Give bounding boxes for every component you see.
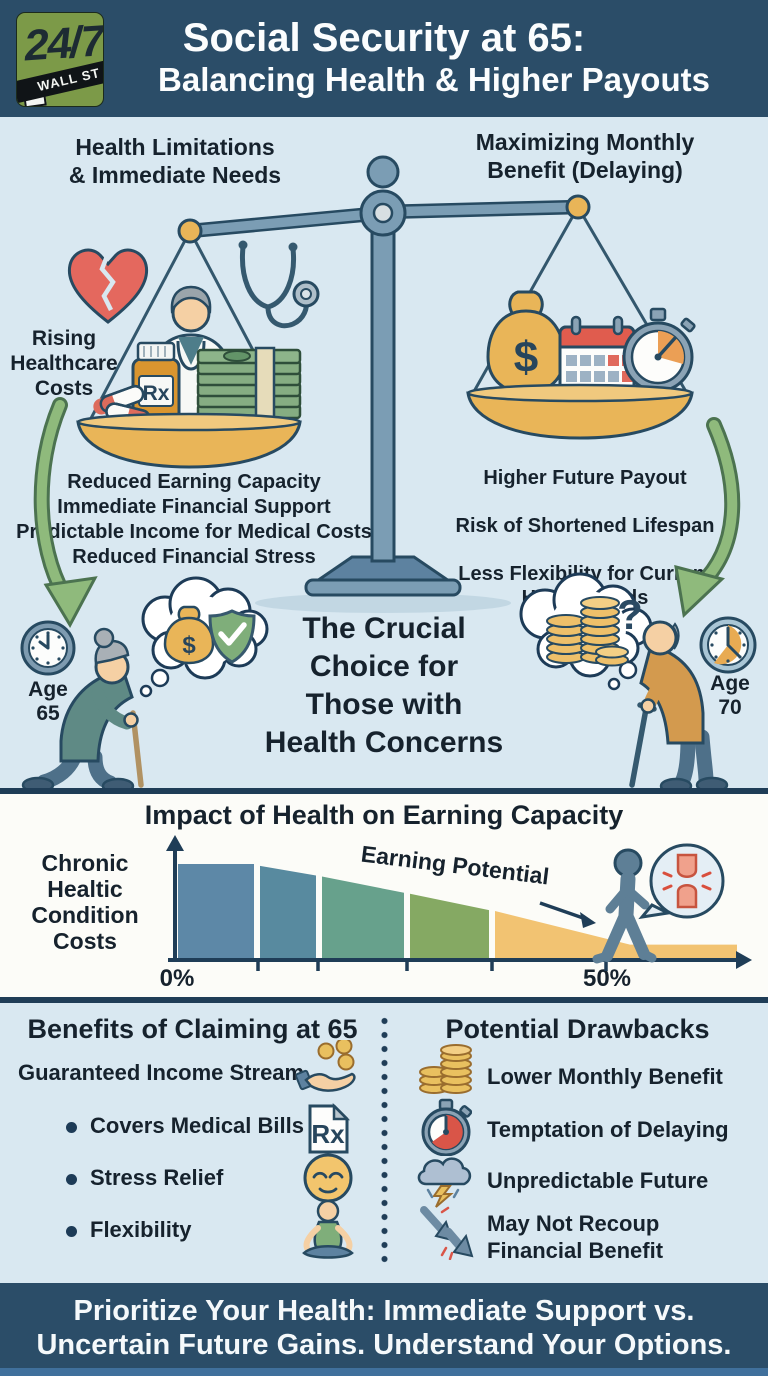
right-pan-rim bbox=[466, 383, 694, 403]
point: Reduced Earning Capacity bbox=[67, 471, 321, 493]
relieved-face-icon bbox=[303, 1153, 353, 1203]
svg-text:Rx: Rx bbox=[311, 1119, 345, 1149]
drawbacks-heading: Potential Drawbacks bbox=[445, 1014, 710, 1044]
walking-person-icon bbox=[592, 848, 657, 964]
scale-illustration: Rx bbox=[20, 155, 757, 793]
stopwatch-red-icon bbox=[421, 1098, 472, 1156]
storm-cloud-icon bbox=[417, 1157, 472, 1208]
money-bag-icon: $ bbox=[486, 290, 566, 395]
bullet-dot bbox=[66, 1174, 77, 1185]
elderly-man-figure bbox=[629, 620, 729, 793]
svg-text:Rx: Rx bbox=[143, 382, 170, 405]
down-arrow-right-icon bbox=[674, 417, 741, 619]
benefit-item-label: Guaranteed Income Stream bbox=[18, 1060, 305, 1085]
pill-bottle-icon: Rx bbox=[131, 341, 181, 423]
rising-healthcare-costs-label: Rising Healthcare Costs bbox=[10, 327, 118, 400]
drawback-item-label: May Not Recoup Financial Benefit bbox=[487, 1211, 664, 1263]
svg-text:$: $ bbox=[182, 632, 196, 659]
dotted-divider bbox=[381, 1016, 388, 1268]
drawback-item-label: Lower Monthly Benefit bbox=[487, 1064, 723, 1089]
right-beam bbox=[381, 199, 580, 220]
header: 24/7 WALL ST Social Security at 65: Bala… bbox=[0, 0, 768, 117]
left-pan-rim bbox=[76, 412, 302, 432]
left-pan bbox=[76, 420, 302, 469]
claim-early-points: Reduced Earning Capacity Immediate Finan… bbox=[8, 470, 380, 570]
joint-pain-bubble-icon bbox=[638, 843, 725, 920]
right-scale-heading: Maximizing Monthly Benefit (Delaying) bbox=[475, 129, 695, 183]
center-statement: The Crucial Choice for Those with Health… bbox=[264, 612, 504, 759]
broken-heart-icon bbox=[67, 248, 149, 324]
left-beam bbox=[188, 205, 385, 239]
bullet-dot bbox=[66, 1122, 77, 1133]
annotation-arrow bbox=[539, 901, 596, 928]
section-divider bbox=[0, 788, 768, 794]
right-pan bbox=[466, 391, 694, 440]
clock-age-70-icon bbox=[699, 616, 757, 674]
chart-area-segments bbox=[178, 864, 737, 971]
benefit-item-label: Covers Medical Bills bbox=[90, 1113, 304, 1138]
footer-message: Prioritize Your Health: Immediate Suppor… bbox=[36, 1295, 732, 1361]
point: Predictable Income for Medical Costs bbox=[16, 521, 372, 543]
point: Risk of Shortened Lifespan bbox=[455, 515, 715, 537]
coin-stack-icon bbox=[419, 1044, 472, 1094]
declining-arrows-icon bbox=[420, 1206, 474, 1260]
coins-in-hand-icon bbox=[296, 1040, 356, 1092]
earning-capacity-chart bbox=[166, 835, 752, 971]
age-70-label: Age 70 bbox=[710, 672, 750, 719]
point: Higher Future Payout bbox=[483, 467, 687, 489]
svg-text:$: $ bbox=[514, 333, 538, 382]
thought-bubble-claim: $ bbox=[139, 576, 269, 698]
shield-check-icon bbox=[208, 609, 256, 664]
chart-title: Impact of Health on Earning Capacity bbox=[144, 800, 624, 830]
bottom-strip bbox=[0, 1368, 768, 1376]
balance-scale bbox=[86, 155, 690, 613]
chart-ylabel: Chronic Healtic Condition Costs bbox=[31, 850, 139, 954]
x-tick-0: 0% bbox=[159, 965, 195, 992]
stopwatch-icon bbox=[622, 307, 696, 393]
bullet-dot bbox=[66, 1226, 77, 1237]
age-65-label: Age 65 bbox=[28, 678, 68, 725]
elderly-woman-figure bbox=[21, 627, 144, 793]
thought-bubble-delay: ? bbox=[519, 572, 653, 691]
page-title-line1: Social Security at 65: bbox=[182, 16, 586, 60]
footer: Prioritize Your Health: Immediate Suppor… bbox=[0, 1283, 768, 1368]
svg-text:?: ? bbox=[617, 591, 643, 638]
benefit-item-label: Flexibility bbox=[90, 1217, 192, 1242]
benefit-item-label: Stress Relief bbox=[90, 1165, 224, 1190]
down-arrow-left-icon bbox=[33, 397, 98, 629]
section-divider bbox=[0, 997, 768, 1003]
wall-st-logo: 24/7 WALL ST bbox=[16, 12, 104, 107]
money-stack-icon bbox=[196, 346, 302, 422]
point: Immediate Financial Support bbox=[57, 496, 331, 518]
left-scale-heading: Health Limitations & Immediate Needs bbox=[68, 134, 282, 188]
rx-document-icon: Rx bbox=[308, 1102, 351, 1154]
coin-stacks-icon bbox=[546, 596, 629, 667]
clock-age-65-icon bbox=[20, 620, 76, 676]
drawback-item-label: Temptation of Delaying bbox=[487, 1117, 729, 1142]
stethoscope-icon bbox=[238, 240, 320, 329]
calendar-icon bbox=[558, 315, 636, 393]
point: Reduced Financial Stress bbox=[72, 546, 316, 568]
meditation-icon bbox=[302, 1199, 354, 1259]
benefits-heading: Benefits of Claiming at 65 bbox=[27, 1014, 358, 1044]
drawback-item-label: Unpredictable Future bbox=[487, 1168, 709, 1193]
page-title-line2: Balancing Health & Higher Payouts bbox=[158, 61, 710, 98]
